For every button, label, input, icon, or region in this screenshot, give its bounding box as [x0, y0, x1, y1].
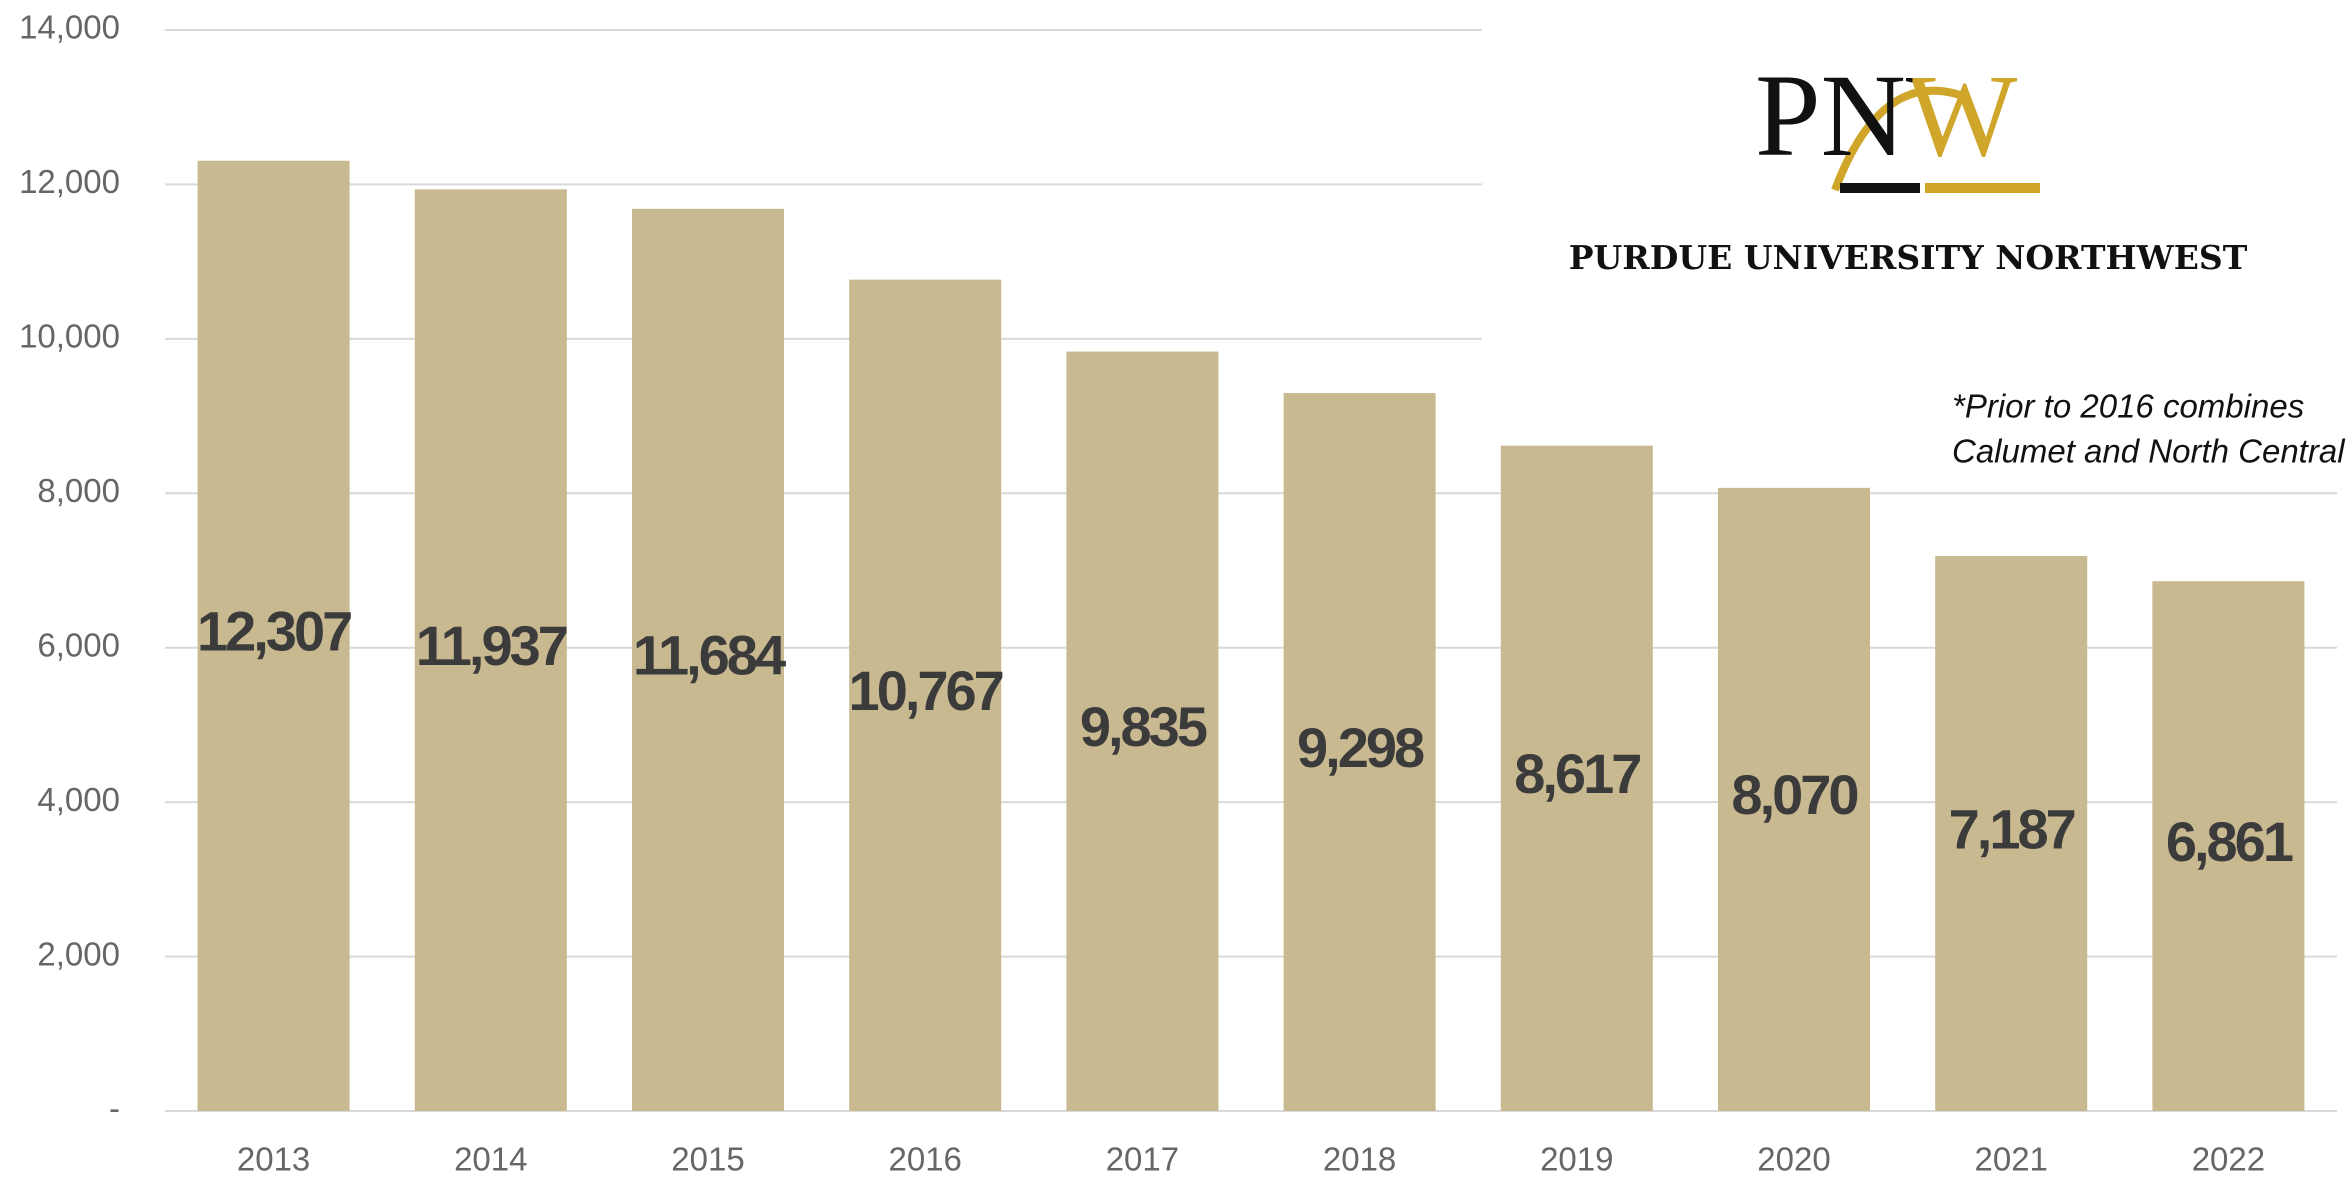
bar: [414, 189, 567, 1111]
x-tick-label: 2019: [1540, 1141, 1613, 1178]
y-tick-label: 10,000: [19, 318, 120, 355]
data-label: 10,767: [849, 659, 1003, 722]
y-tick-label: 6,000: [37, 626, 120, 663]
data-label: 6,861: [2166, 810, 2293, 873]
logo-bar-black: [1840, 183, 1920, 193]
bar: [1717, 487, 1871, 1111]
x-tick-label: 2014: [454, 1141, 527, 1178]
data-label: 11,684: [633, 624, 786, 687]
x-tick-label: 2015: [671, 1141, 744, 1178]
bar: [849, 279, 1002, 1111]
data-label: 9,835: [1080, 695, 1207, 758]
x-tick-label: 2013: [237, 1141, 310, 1178]
y-tick-label: 4,000: [37, 781, 120, 818]
annotation: *Prior to 2016 combines: [1952, 388, 2304, 425]
bar: [1500, 445, 1653, 1111]
x-tick-label: 2016: [888, 1141, 961, 1178]
logo-swoosh: [1831, 86, 1962, 192]
logo-panel: [1482, 0, 2351, 440]
y-tick-label: 12,000: [19, 163, 120, 200]
y-tick-label: 8,000: [37, 472, 120, 509]
data-label: 8,617: [1514, 742, 1640, 805]
x-tick-label: 2017: [1106, 1141, 1179, 1178]
y-tick-label: 14,000: [19, 9, 120, 46]
institution: PURDUE UNIVERSITY NORTHWEST: [1569, 238, 2248, 277]
logo: PNW: [1755, 50, 2018, 181]
bar: [631, 208, 785, 1111]
bar: [1283, 393, 1436, 1111]
x-tick-label: 2022: [2192, 1141, 2265, 1178]
bar: [2152, 581, 2305, 1111]
bar: [1935, 556, 2088, 1111]
annotation: Calumet and North Central: [1952, 433, 2346, 470]
x-tick-label: 2021: [1974, 1141, 2047, 1178]
data-label: 11,937: [416, 614, 567, 677]
data-label: 7,187: [1949, 797, 2075, 860]
data-label: 8,070: [1731, 763, 1857, 826]
data-label: 9,298: [1297, 716, 1424, 779]
y-tick-label: -: [109, 1090, 120, 1127]
y-tick-label: 2,000: [37, 935, 120, 972]
bar: [197, 160, 350, 1112]
bar: [1066, 351, 1219, 1111]
data-label: 12,307: [197, 600, 351, 663]
x-tick-label: 2020: [1757, 1141, 1830, 1178]
x-tick-label: 2018: [1323, 1141, 1396, 1178]
logo-bar-gold: [1925, 183, 2040, 193]
